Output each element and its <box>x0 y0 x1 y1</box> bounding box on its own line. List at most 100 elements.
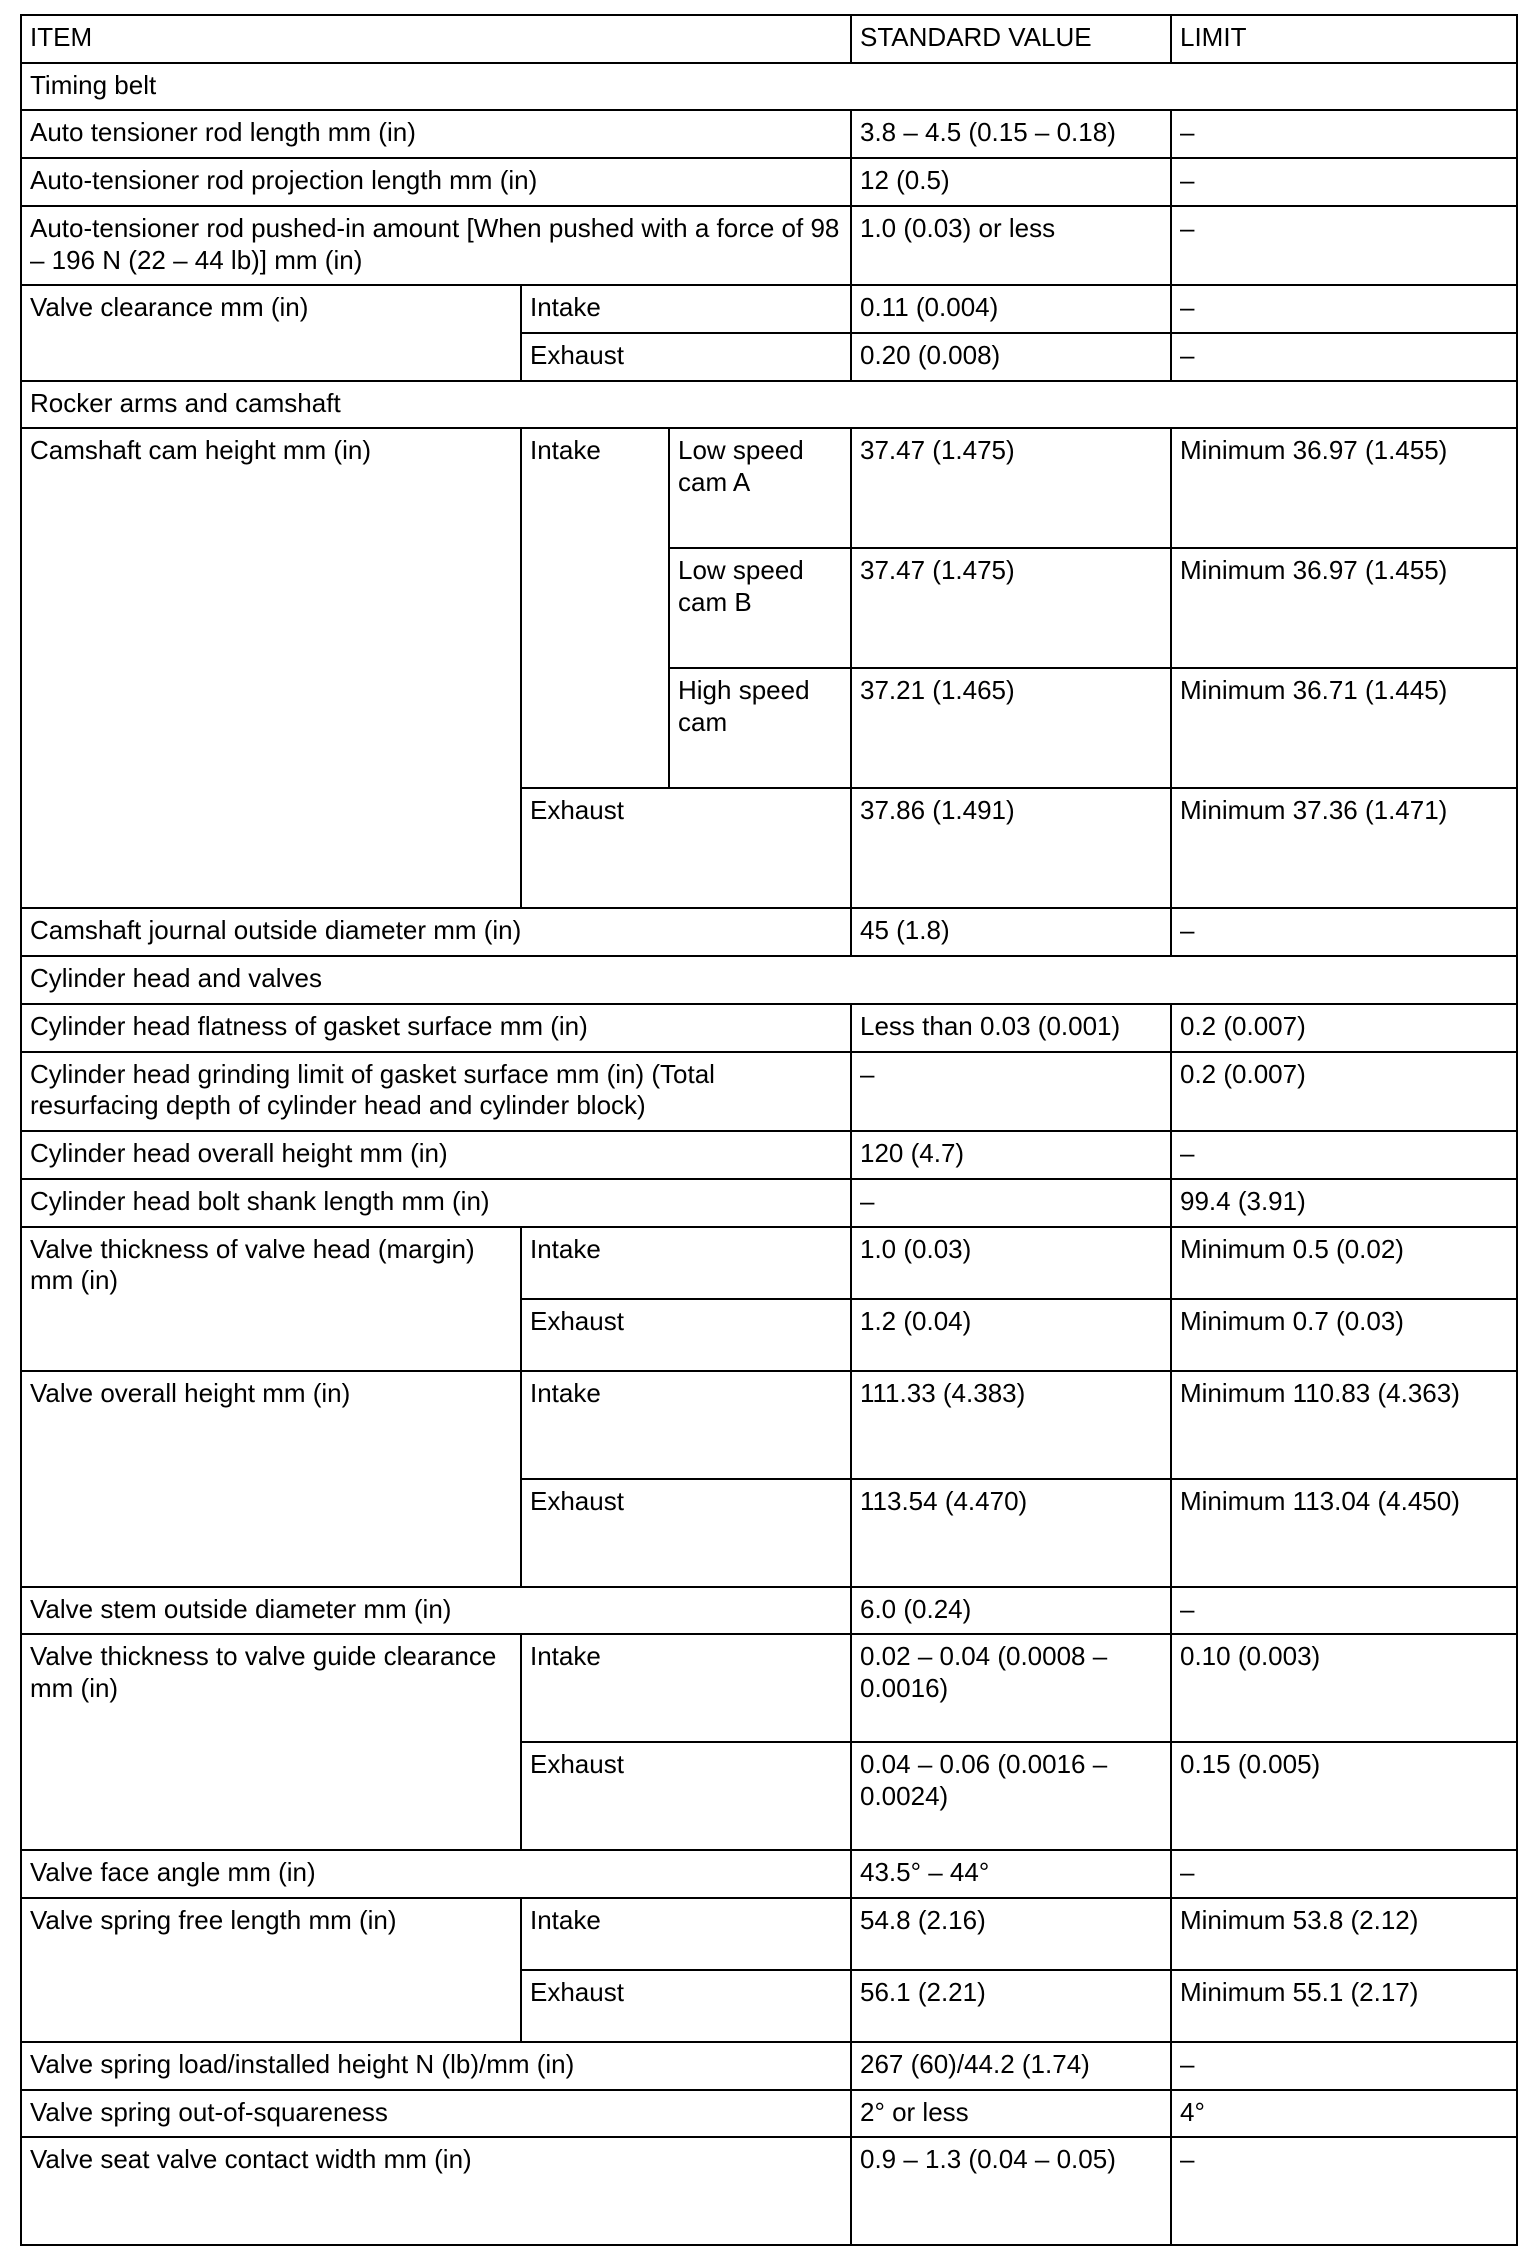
row-standard-value: 0.20 (0.008) <box>850 332 1172 382</box>
row-subitem-label: Intake <box>520 1896 852 1971</box>
section-title-rocker-arms-and-camshaft: Rocker arms and camshaft <box>20 379 1518 430</box>
row-item-label: Valve face angle mm (in) <box>20 1849 852 1899</box>
row-subitem2-label: Low speed cam A <box>668 427 852 550</box>
row-limit-value: – <box>1170 907 1518 958</box>
table-row: Cylinder head flatness of gasket surface… <box>20 1002 1518 1053</box>
row-subitem-label: Exhaust <box>520 787 852 910</box>
row-standard-value: 1.0 (0.03) <box>850 1225 1172 1300</box>
table-row: Valve face angle mm (in) 43.5° – 44° – <box>20 1849 1518 1899</box>
row-item-label: Valve thickness of valve head (margin) m… <box>20 1225 522 1372</box>
row-limit-value: – <box>1170 204 1518 287</box>
row-item-label: Auto-tensioner rod projection length mm … <box>20 157 852 207</box>
row-limit-value: Minimum 0.7 (0.03) <box>1170 1297 1518 1372</box>
table-row: Cylinder head bolt shank length mm (in) … <box>20 1177 1518 1228</box>
row-limit-value: – <box>1170 2040 1518 2091</box>
section-header-row: Cylinder head and valves <box>20 955 1518 1005</box>
table-row: Valve clearance mm (in) Intake 0.11 (0.0… <box>20 284 1518 382</box>
row-item-label: Camshaft journal outside diameter mm (in… <box>20 907 852 958</box>
row-standard-value: – <box>850 1177 1172 1228</box>
table-row: Valve spring load/installed height N (lb… <box>20 2040 1518 2091</box>
row-item-label: Valve seat valve contact width mm (in) <box>20 2136 852 2246</box>
row-subitem-label: Intake <box>520 1633 852 1744</box>
row-limit-value: – <box>1170 1130 1518 1180</box>
row-limit-value: Minimum 110.83 (4.363) <box>1170 1369 1518 1480</box>
row-standard-value: 45 (1.8) <box>850 907 1172 958</box>
row-limit-value: – <box>1170 284 1518 335</box>
table-row: Exhaust 0.04 – 0.06 (0.0016 – 0.0024) 0.… <box>21 1741 1518 1852</box>
table-row: Valve thickness to valve guide clearance… <box>20 1633 1518 1852</box>
row-standard-value: 0.02 – 0.04 (0.0008 – 0.0016) <box>850 1633 1172 1744</box>
column-header-item: ITEM <box>20 14 852 64</box>
row-subitem2-label: Low speed cam B <box>668 547 852 670</box>
row-standard-value: 37.47 (1.475) <box>850 547 1172 670</box>
row-standard-value: 111.33 (4.383) <box>850 1369 1172 1480</box>
header-row: ITEM STANDARD VALUE LIMIT <box>20 14 1518 64</box>
row-standard-value: 1.2 (0.04) <box>850 1297 1172 1372</box>
table-row: Cylinder head overall height mm (in) 120… <box>20 1130 1518 1180</box>
row-limit-value: – <box>1170 1849 1518 1899</box>
row-limit-value: Minimum 36.97 (1.455) <box>1170 427 1518 550</box>
row-standard-value: 37.47 (1.475) <box>850 427 1172 550</box>
table-row: Exhaust 0.20 (0.008) – <box>21 332 1518 382</box>
row-subitem-label: Exhaust <box>520 1297 852 1372</box>
table-row: Valve overall height mm (in) Intake 111.… <box>20 1369 1518 1588</box>
row-item-label: Valve thickness to valve guide clearance… <box>20 1633 522 1852</box>
row-limit-value: 0.10 (0.003) <box>1170 1633 1518 1744</box>
table-row: High speed cam 37.21 (1.465) Minimum 36.… <box>21 667 1518 790</box>
row-subitem-label: Intake <box>520 1225 852 1300</box>
row-standard-value: 1.0 (0.03) or less <box>850 204 1172 287</box>
table-body: Timing belt Auto tensioner rod length mm… <box>20 61 1518 2246</box>
section-title-cylinder-head-and-valves: Cylinder head and valves <box>20 955 1518 1005</box>
row-item-label: Valve spring out-of-squareness <box>20 2088 852 2139</box>
table-header: ITEM STANDARD VALUE LIMIT <box>20 14 1518 64</box>
row-standard-value: 3.8 – 4.5 (0.15 – 0.18) <box>850 109 1172 160</box>
row-subitem-label: Intake <box>520 427 670 790</box>
section-header-row: Timing belt <box>20 61 1518 112</box>
row-limit-value: Minimum 0.5 (0.02) <box>1170 1225 1518 1300</box>
row-standard-value: 56.1 (2.21) <box>850 1968 1172 2043</box>
row-item-label: Cylinder head overall height mm (in) <box>20 1130 852 1180</box>
row-limit-value: – <box>1170 157 1518 207</box>
row-limit-value: 99.4 (3.91) <box>1170 1177 1518 1228</box>
row-standard-value: 2° or less <box>850 2088 1172 2139</box>
row-subitem-label: Exhaust <box>520 1741 852 1852</box>
row-item-label: Cylinder head bolt shank length mm (in) <box>20 1177 852 1228</box>
row-item-label: Valve overall height mm (in) <box>20 1369 522 1588</box>
table-row: Valve seat valve contact width mm (in) 0… <box>20 2136 1518 2246</box>
row-subitem-label: Intake <box>520 1369 852 1480</box>
row-standard-value: 54.8 (2.16) <box>850 1896 1172 1971</box>
row-item-label: Cylinder head flatness of gasket surface… <box>20 1002 852 1053</box>
table-row: Auto tensioner rod length mm (in) 3.8 – … <box>20 109 1518 160</box>
row-standard-value: 37.86 (1.491) <box>850 787 1172 910</box>
row-standard-value: 6.0 (0.24) <box>850 1585 1172 1636</box>
row-item-label: Auto tensioner rod length mm (in) <box>20 109 852 160</box>
row-item-label: Auto-tensioner rod pushed-in amount [Whe… <box>20 204 852 287</box>
table-row: Auto-tensioner rod pushed-in amount [Whe… <box>20 204 1518 287</box>
row-standard-value: 0.11 (0.004) <box>850 284 1172 335</box>
row-standard-value: 12 (0.5) <box>850 157 1172 207</box>
engine-specification-table: ITEM STANDARD VALUE LIMIT Timing belt Au… <box>20 14 1518 2246</box>
row-limit-value: 4° <box>1170 2088 1518 2139</box>
row-subitem-label: Exhaust <box>520 1968 852 2043</box>
row-limit-value: Minimum 36.71 (1.445) <box>1170 667 1518 790</box>
row-limit-value: Minimum 37.36 (1.471) <box>1170 787 1518 910</box>
row-limit-value: – <box>1170 1585 1518 1636</box>
section-header-row: Rocker arms and camshaft <box>20 379 1518 430</box>
table-row: Exhaust 1.2 (0.04) Minimum 0.7 (0.03) <box>21 1297 1518 1372</box>
row-item-label: Valve clearance mm (in) <box>20 284 522 382</box>
row-limit-value: Minimum 36.97 (1.455) <box>1170 547 1518 670</box>
table-row: Valve thickness of valve head (margin) m… <box>20 1225 1518 1372</box>
row-item-label: Cylinder head grinding limit of gasket s… <box>20 1050 852 1133</box>
table-row: Valve stem outside diameter mm (in) 6.0 … <box>20 1585 1518 1636</box>
row-limit-value: Minimum 53.8 (2.12) <box>1170 1896 1518 1971</box>
row-item-label: Valve stem outside diameter mm (in) <box>20 1585 852 1636</box>
row-standard-value: Less than 0.03 (0.001) <box>850 1002 1172 1053</box>
row-limit-value: – <box>1170 109 1518 160</box>
row-limit-value: 0.2 (0.007) <box>1170 1050 1518 1133</box>
table-row: Camshaft journal outside diameter mm (in… <box>20 907 1518 958</box>
column-header-limit: LIMIT <box>1170 14 1518 64</box>
row-standard-value: 0.04 – 0.06 (0.0016 – 0.0024) <box>850 1741 1172 1852</box>
table-row: Low speed cam B 37.47 (1.475) Minimum 36… <box>21 547 1518 670</box>
row-item-label: Valve spring load/installed height N (lb… <box>20 2040 852 2091</box>
row-subitem-label: Intake <box>520 284 852 335</box>
